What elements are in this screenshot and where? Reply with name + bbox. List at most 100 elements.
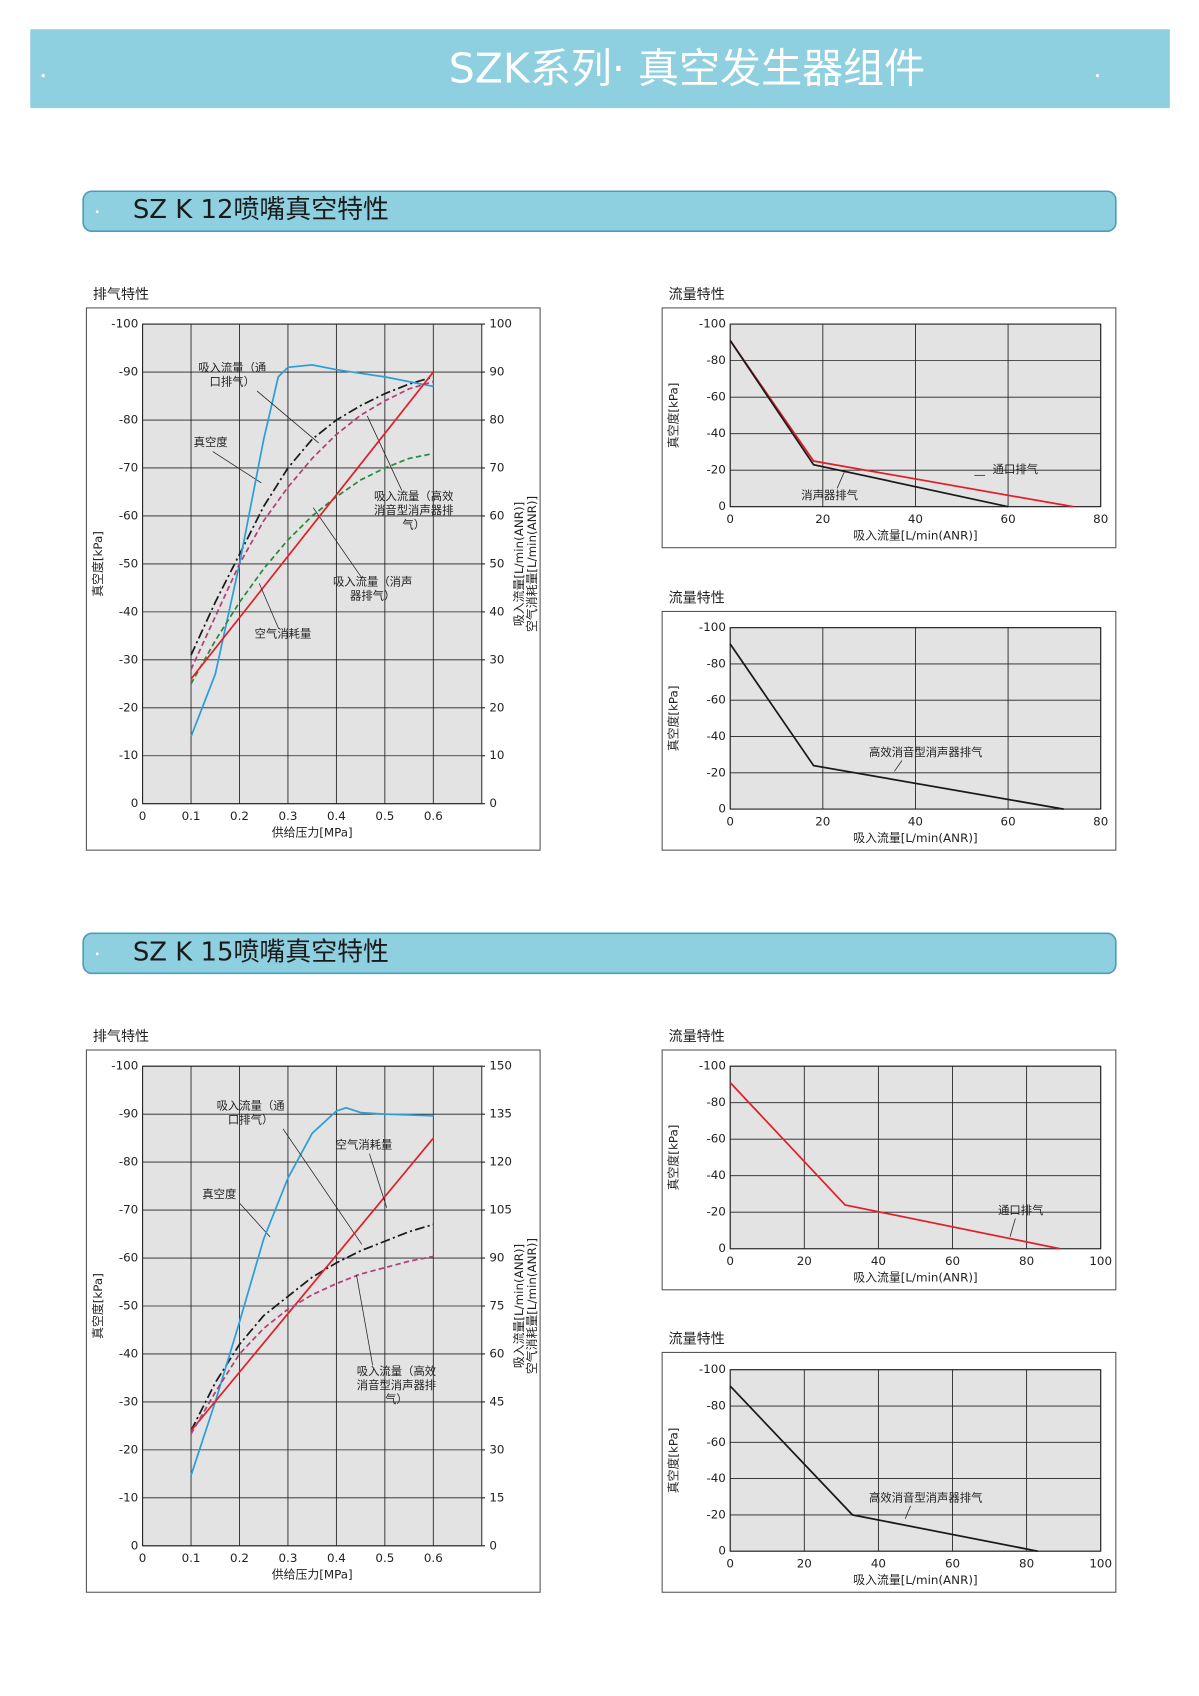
leader-line [258, 583, 280, 629]
x-tick-label: 0 [726, 815, 734, 829]
series-label-box: 吸入流量（高效消音型消声器排气） [374, 490, 453, 531]
x-tick-label: 0 [726, 512, 734, 526]
leader-line [256, 390, 319, 444]
leader-line [1009, 1218, 1016, 1237]
y2-tick-label: 90 [489, 1251, 504, 1265]
x-tick-label: 0.2 [230, 1551, 249, 1565]
x-tick-label: 0 [139, 1551, 147, 1565]
header-dot [41, 74, 45, 78]
y-tick-label: -100 [699, 1362, 726, 1376]
y2-tick-label: 50 [489, 556, 504, 570]
y-tick-label: -80 [706, 1095, 725, 1109]
x-tick-label: 60 [945, 1557, 960, 1571]
section-dot [95, 952, 99, 956]
leader-line [239, 1203, 271, 1238]
y-tick-label: -80 [706, 1399, 725, 1413]
leader-line [369, 1153, 388, 1208]
y-tick-label: -100 [699, 1059, 726, 1073]
y-tick-label: -30 [119, 652, 138, 666]
y-tick-label: -80 [706, 656, 725, 670]
y-tick-label: -60 [706, 390, 725, 404]
y-tick-label: -100 [699, 317, 726, 331]
y2-axis-label: 吸入流量[L/min(ANR)] [512, 502, 526, 626]
x-axis-label: 吸入流量[L/min(ANR)] [853, 1270, 977, 1284]
y-axis-label: 真空度[kPa] [667, 383, 681, 449]
y-tick-label: -20 [706, 463, 725, 477]
series-label-box: 吸入流量（通口排气） [198, 362, 266, 389]
x-tick-label: 0.1 [182, 809, 201, 823]
x-tick-label: 0.1 [182, 1551, 201, 1565]
x-tick-label: 40 [871, 1557, 886, 1571]
x-tick-label: 20 [797, 1557, 812, 1571]
y-tick-label: -20 [119, 700, 138, 714]
y-tick-label: -20 [119, 1442, 138, 1456]
y2-tick-label: 150 [489, 1059, 512, 1073]
x-tick-label: 20 [815, 815, 830, 829]
y2-tick-label: 105 [489, 1203, 512, 1217]
chart-title: 流量特性 [669, 287, 725, 303]
leader-line [212, 451, 262, 484]
x-tick-label: 0.2 [230, 809, 249, 823]
series-line [190, 380, 434, 670]
y-axis-label: 真空度[kPa] [667, 686, 681, 752]
y2-tick-label: 60 [489, 508, 504, 522]
series-label-box: 通口排气 [993, 463, 1038, 476]
header-title: SZK系列· 真空发生器组件 [449, 44, 925, 92]
y2-tick-label: 80 [489, 413, 504, 427]
y-axis-label: 真空度[kPa] [667, 1125, 681, 1191]
y-tick-label: -60 [119, 1251, 138, 1265]
y-tick-label: 0 [718, 1241, 726, 1255]
leader-line [356, 1274, 374, 1366]
y2-tick-label: 135 [489, 1107, 512, 1121]
series-label-box: 空气消耗量 [255, 628, 312, 641]
y-tick-label: -10 [119, 748, 138, 762]
y2-tick-label: 0 [489, 1538, 497, 1552]
y-tick-label: -100 [699, 620, 726, 634]
x-tick-label: 20 [815, 512, 830, 526]
y2-tick-label: 45 [489, 1394, 504, 1408]
y-tick-label: 0 [718, 499, 726, 513]
chart-title: 流量特性 [669, 1029, 725, 1045]
series-label-box: 吸入流量（高效消音型消声器排气） [357, 1365, 436, 1406]
series-label-box: 通口排气 [998, 1204, 1043, 1217]
y-tick-label: -20 [706, 765, 725, 779]
section-title: SZ K 15喷嘴真空特性 [133, 937, 389, 967]
x-axis-label: 供给压力[MPa] [272, 1567, 353, 1581]
section-bar [82, 932, 1117, 975]
x-tick-label: 80 [1093, 815, 1108, 829]
section-dot [95, 210, 99, 214]
section-bar [82, 190, 1117, 233]
y-tick-label: -100 [111, 1059, 138, 1073]
series-line [190, 452, 434, 685]
y-tick-label: -60 [706, 1435, 725, 1449]
y-tick-label: -80 [119, 1155, 138, 1169]
x-tick-label: 20 [797, 1254, 812, 1268]
x-tick-label: 80 [1019, 1254, 1034, 1268]
y-tick-label: -80 [706, 353, 725, 367]
x-tick-label: 0 [139, 809, 147, 823]
series-label: 吸入流量（通口排气） [216, 1099, 285, 1127]
y-tick-label: -60 [706, 1132, 725, 1146]
chart-title: 排气特性 [93, 287, 149, 303]
series-line [190, 364, 434, 737]
leader-line [312, 507, 363, 579]
y-tick-label: -60 [119, 508, 138, 522]
x-tick-label: 80 [1019, 1557, 1034, 1571]
series-line [729, 1385, 1038, 1553]
x-tick-label: 0.3 [278, 1551, 297, 1565]
section-title: SZ K 12喷嘴真空特性 [133, 195, 389, 225]
series-line [190, 1137, 434, 1432]
series-label-box: 吸入流量（消声器排气） [333, 576, 412, 603]
series-label-box: 真空度 [202, 1188, 236, 1201]
y-tick-label: 0 [718, 1544, 726, 1558]
y2-tick-label: 30 [489, 652, 504, 666]
series-label-box: 高效消音型消声器排气 [869, 1492, 982, 1505]
y-tick-label: -40 [706, 729, 725, 743]
y-axis-label: 真空度[kPa] [91, 1273, 105, 1339]
y-tick-label: -10 [119, 1490, 138, 1504]
y-tick-label: -30 [119, 1394, 138, 1408]
x-tick-label: 60 [945, 1254, 960, 1268]
y-tick-label: -50 [119, 556, 138, 570]
